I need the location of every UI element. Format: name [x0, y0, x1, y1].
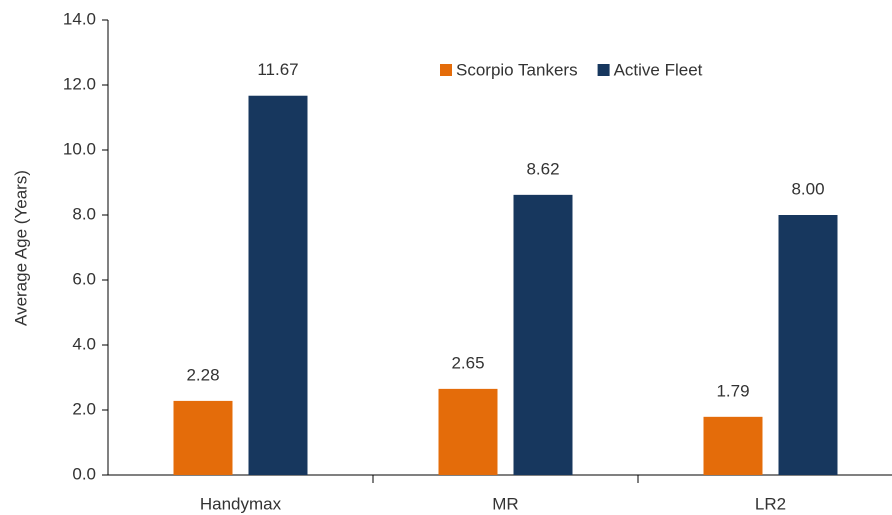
bar [778, 215, 838, 475]
legend-swatch [440, 64, 452, 76]
value-label: 2.28 [186, 365, 219, 384]
bar [173, 400, 233, 475]
y-tick-label: 0.0 [72, 464, 96, 483]
y-tick-label: 6.0 [72, 269, 96, 288]
y-tick-label: 4.0 [72, 334, 96, 353]
bar [248, 95, 308, 475]
bar [703, 416, 763, 475]
legend-swatch [597, 64, 610, 76]
bar [438, 388, 498, 475]
value-label: 8.00 [791, 179, 824, 198]
y-tick-label: 14.0 [63, 9, 96, 28]
x-tick-label: MR [492, 494, 518, 513]
value-label: 2.65 [451, 353, 484, 372]
x-tick-label: LR2 [755, 494, 786, 513]
value-label: 1.79 [716, 381, 749, 400]
y-tick-label: 10.0 [63, 139, 96, 158]
value-label: 8.62 [526, 159, 559, 178]
y-tick-label: 12.0 [63, 74, 96, 93]
bar [513, 194, 573, 475]
legend-label: Active Fleet [614, 60, 703, 79]
y-tick-label: 2.0 [72, 399, 96, 418]
x-tick-label: Handymax [200, 494, 282, 513]
y-axis-label: Average Age (Years) [11, 170, 30, 326]
y-tick-label: 8.0 [72, 204, 96, 223]
legend-label: Scorpio Tankers [456, 60, 578, 79]
value-label: 11.67 [257, 60, 298, 79]
